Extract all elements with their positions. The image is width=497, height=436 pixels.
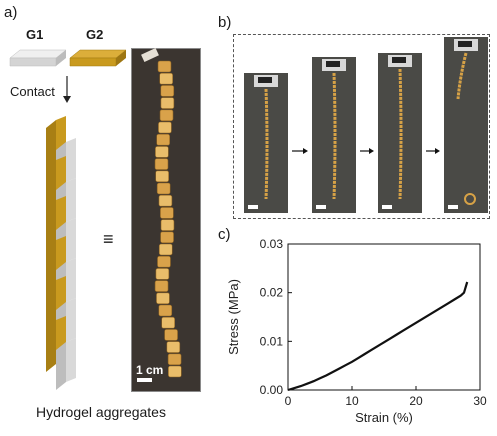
gel-segment <box>164 329 178 341</box>
y-tick-label: 0.02 <box>260 286 284 300</box>
gel-segment <box>156 133 170 146</box>
gel-segment <box>167 353 182 366</box>
g1-block <box>56 338 76 390</box>
stress-strain-curve <box>287 281 469 392</box>
gel-segment <box>158 194 173 207</box>
gel-segment <box>155 146 169 158</box>
gel-segment <box>157 60 172 73</box>
g1-label: G1 <box>26 27 44 42</box>
gel-segment <box>154 280 169 292</box>
gel-segment <box>156 182 171 195</box>
stress-strain-chart: 0 10 20 30 0.00 0.01 0.02 0.03 Strain (%) Stress … <box>226 237 487 425</box>
test-frame-photo <box>244 73 288 213</box>
gel-segment <box>155 170 169 183</box>
gel-segment <box>155 268 170 280</box>
gel-segment <box>160 207 174 219</box>
y-axis-label: Stress (MPa) <box>226 279 241 355</box>
x-axis-label: Strain (%) <box>355 410 413 425</box>
gel-segment <box>156 292 170 305</box>
tensile-test-sequence-box <box>233 34 490 219</box>
scale-bar-label: 1 cm <box>136 363 164 377</box>
equals-sign: ≡ <box>103 229 114 249</box>
x-tick-label: 10 <box>345 394 359 408</box>
gel-segment <box>158 304 173 317</box>
figure-caption: Hydrogel aggregates <box>36 404 166 420</box>
test-frame-photo <box>312 57 356 213</box>
panel-a-label: a) <box>4 4 18 21</box>
gel-segment <box>166 341 181 353</box>
gel-segment <box>154 158 169 170</box>
gel-segment <box>161 316 176 329</box>
contact-label: Contact <box>10 84 55 99</box>
y-tick-label: 0.03 <box>260 237 284 251</box>
y-tick-label: 0.00 <box>260 383 284 397</box>
x-tick-label: 0 <box>285 394 292 408</box>
hydrogel-aggregate-photo: 1 cm <box>131 47 201 392</box>
gel-segment <box>160 97 175 109</box>
gel-segment <box>158 121 172 134</box>
gel-segment <box>168 365 182 378</box>
x-tick-label: 30 <box>473 394 487 408</box>
contact-arrow <box>63 76 71 103</box>
gel-segment <box>160 85 175 97</box>
plot-frame <box>287 243 481 391</box>
gel-segment <box>160 219 175 231</box>
gel-segment <box>157 255 171 268</box>
g2-label: G2 <box>86 27 104 42</box>
y-tick-label: 0.01 <box>260 334 284 348</box>
stacked-aggregate-diagram <box>46 116 76 390</box>
gel-segment <box>159 109 174 122</box>
test-frame-photo <box>444 37 488 213</box>
gel-blocks-top <box>9 49 127 67</box>
gel-segment <box>158 243 173 256</box>
test-frame-photo <box>378 53 422 213</box>
panel-b-label: b) <box>218 14 232 31</box>
gel-segment <box>159 72 173 85</box>
x-tick-label: 20 <box>409 394 423 408</box>
panel-c-label: c) <box>218 226 231 243</box>
gel-segment <box>160 231 174 244</box>
